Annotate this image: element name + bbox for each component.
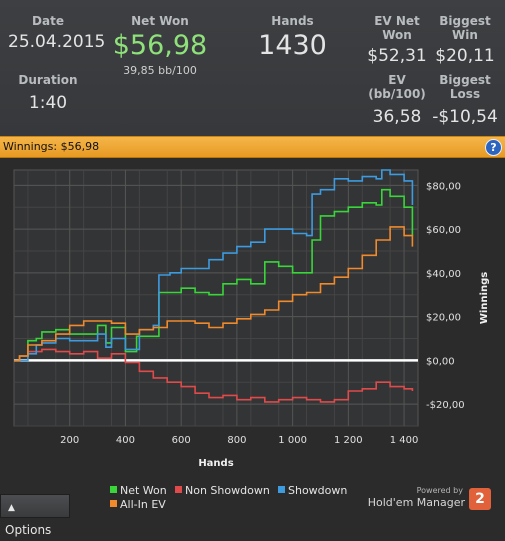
ev-net-won-stat: EV Net Won $52,31 xyxy=(362,14,432,66)
duration-value: 1:40 xyxy=(28,93,68,113)
x-tick-label: 400 xyxy=(116,435,135,446)
all-in-ev-swatch xyxy=(110,500,117,507)
net-won-value: $56,98 xyxy=(112,30,208,61)
date-stat: Date 25.04.2015 xyxy=(8,14,106,52)
plot-area xyxy=(13,169,419,427)
y-tick-label: $80,00 xyxy=(426,181,461,192)
winnings-chart: $80,00 $60,00 $40,00 $20,00 $0,00 -$20,00 200 4… xyxy=(13,169,490,469)
legend-non-showdown-label: Non Showdown xyxy=(185,484,270,497)
net-won-stat: Net Won $56,98 39,85 bb/100 xyxy=(105,14,215,77)
y-tick-label: -$20,00 xyxy=(426,400,465,411)
date-value: 25.04.2015 xyxy=(8,32,106,52)
legend-showdown-label: Showdown xyxy=(288,484,348,497)
x-tick-label: 1 400 xyxy=(390,435,419,446)
x-tick-label: 200 xyxy=(60,435,79,446)
y-tick-label: $0,00 xyxy=(426,356,455,367)
legend-net-won-label: Net Won xyxy=(120,484,167,497)
hands-value: 1430 xyxy=(258,30,327,61)
series-line-showdown xyxy=(14,169,414,362)
options-button[interactable]: ▲ Options xyxy=(0,494,70,537)
help-icon[interactable]: ? xyxy=(485,139,502,156)
y-tick-label: $60,00 xyxy=(426,225,461,236)
x-axis-title: Hands xyxy=(198,458,233,469)
ev-bb-value: 36,58 xyxy=(372,107,422,127)
legend-showdown: Showdown xyxy=(278,484,347,497)
series-line-all-in-ev xyxy=(14,226,414,362)
session-stats-panel: Date 25.04.2015 Duration 1:40 Net Won $5… xyxy=(0,0,505,136)
showdown-swatch xyxy=(278,486,285,493)
brand-logo-area: Powered by Hold'em Manager 2 xyxy=(361,486,491,516)
net-won-bb: 39,85 bb/100 xyxy=(123,64,197,77)
net-won-label: Net Won xyxy=(131,14,189,28)
x-tick-label: 600 xyxy=(172,435,191,446)
ev-bb-label: EV (bb/100) xyxy=(368,73,426,101)
biggest-win-value: $20,11 xyxy=(435,46,495,66)
legend-all-in-ev: All-In EV xyxy=(110,498,166,511)
ev-net-won-label: EV Net Won xyxy=(374,14,420,42)
biggest-win-stat: Biggest Win $20,11 xyxy=(432,14,498,66)
non-showdown-swatch xyxy=(175,486,182,493)
legend-net-won: Net Won xyxy=(110,484,167,497)
winnings-label: Winnings: $56,98 xyxy=(3,140,100,153)
x-tick-label: 1 200 xyxy=(334,435,363,446)
ev-bb-stat: EV (bb/100) 36,58 xyxy=(362,73,432,127)
hands-stat: Hands 1430 xyxy=(250,14,335,61)
y-tick-label: $40,00 xyxy=(426,269,461,280)
biggest-win-label: Biggest Win xyxy=(439,14,491,42)
net-won-swatch xyxy=(110,486,117,493)
options-expand-icon: ▲ xyxy=(8,503,15,513)
options-label: Options xyxy=(5,523,52,537)
biggest-loss-label: Biggest Loss xyxy=(439,73,491,101)
powered-by-text: Powered by xyxy=(416,486,463,495)
hands-label: Hands xyxy=(271,14,314,28)
biggest-loss-stat: Biggest Loss -$10,54 xyxy=(432,73,498,127)
x-tick-label: 1 000 xyxy=(278,435,307,446)
hm2-logo-icon: 2 xyxy=(469,488,491,510)
winnings-graph: $80,00 $60,00 $40,00 $20,00 $0,00 -$20,00 200 4… xyxy=(0,158,505,524)
duration-label: Duration xyxy=(18,73,78,87)
duration-stat: Duration 1:40 xyxy=(8,73,88,113)
x-tick-label: 800 xyxy=(227,435,246,446)
series-line-non-showdown xyxy=(14,348,414,403)
date-label: Date xyxy=(32,14,64,28)
legend-all-in-ev-label: All-In EV xyxy=(120,498,166,511)
winnings-header-bar: Winnings: $56,98 ? xyxy=(0,136,505,158)
biggest-loss-value: -$10,54 xyxy=(432,107,498,127)
brand-name: Hold'em Manager xyxy=(367,496,465,509)
legend-non-showdown: Non Showdown xyxy=(175,484,270,497)
y-tick-label: $20,00 xyxy=(426,313,461,324)
y-axis-title: Winnings xyxy=(479,272,490,324)
ev-net-won-value: $52,31 xyxy=(367,46,427,66)
